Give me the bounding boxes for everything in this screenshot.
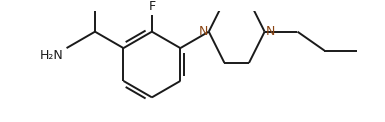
Text: N: N bbox=[199, 25, 208, 38]
Text: H₂N: H₂N bbox=[40, 49, 64, 62]
Text: F: F bbox=[148, 0, 156, 13]
Text: N: N bbox=[266, 25, 275, 38]
